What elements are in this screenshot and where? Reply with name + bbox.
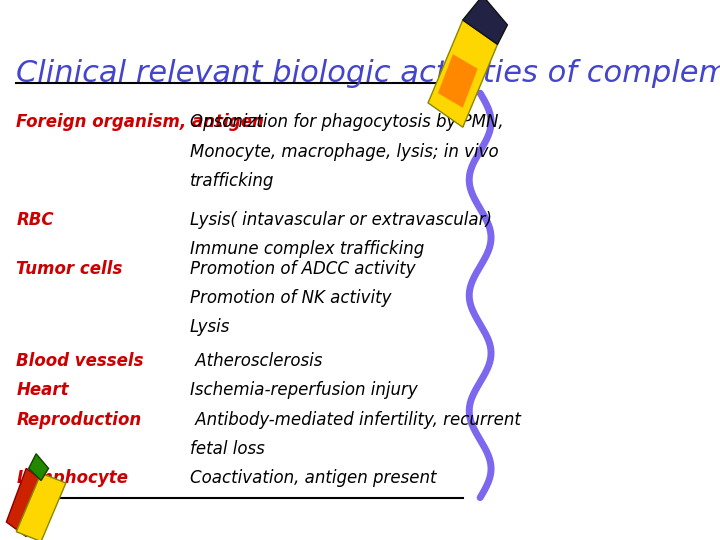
- Text: Antibody-mediated infertility, recurrent: Antibody-mediated infertility, recurrent: [190, 410, 521, 429]
- Text: Monocyte, macrophage, lysis; in vivo: Monocyte, macrophage, lysis; in vivo: [190, 143, 498, 160]
- Text: fetal loss: fetal loss: [190, 440, 265, 458]
- Polygon shape: [6, 468, 46, 537]
- Polygon shape: [29, 454, 48, 481]
- Text: Reproduction: Reproduction: [17, 410, 142, 429]
- Text: Coactivation, antigen present: Coactivation, antigen present: [190, 469, 436, 487]
- Text: Heart: Heart: [17, 381, 69, 400]
- Polygon shape: [463, 0, 508, 44]
- Text: Lymphocyte: Lymphocyte: [17, 469, 128, 487]
- Text: Lysis( intavascular or extravascular): Lysis( intavascular or extravascular): [190, 211, 492, 229]
- Text: RBC: RBC: [17, 211, 54, 229]
- Polygon shape: [438, 54, 477, 108]
- Text: Atherosclerosis: Atherosclerosis: [190, 352, 323, 370]
- Text: Promotion of NK activity: Promotion of NK activity: [190, 289, 392, 307]
- Text: Opsoniztion for phagocytosis by PMN,: Opsoniztion for phagocytosis by PMN,: [190, 113, 503, 131]
- Text: Tumor cells: Tumor cells: [17, 260, 122, 278]
- Text: Ischemia-reperfusion injury: Ischemia-reperfusion injury: [190, 381, 418, 400]
- Text: Lysis: Lysis: [190, 318, 230, 336]
- Text: Blood vessels: Blood vessels: [17, 352, 144, 370]
- Text: Immune complex trafficking: Immune complex trafficking: [190, 240, 424, 258]
- Text: Clinical relevant biologic activities of complement: Clinical relevant biologic activities of…: [17, 59, 720, 88]
- Text: trafficking: trafficking: [190, 172, 274, 190]
- Polygon shape: [17, 473, 66, 540]
- Text: Foreign organism, antigen: Foreign organism, antigen: [17, 113, 264, 131]
- Polygon shape: [428, 20, 498, 127]
- Text: Promotion of ADCC activity: Promotion of ADCC activity: [190, 260, 415, 278]
